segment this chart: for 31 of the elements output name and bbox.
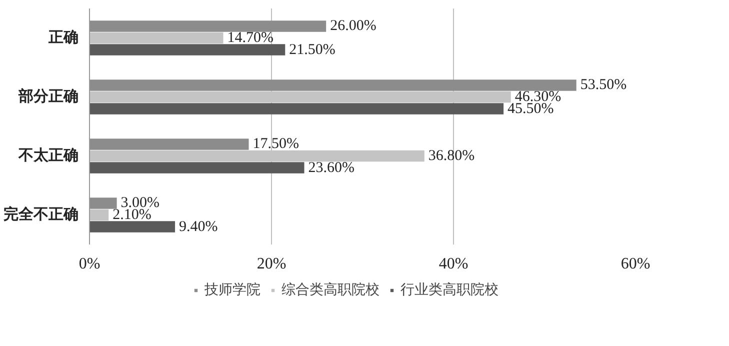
data-label: 14.70%	[227, 30, 274, 46]
y-tick-label: 部分正确	[18, 87, 78, 105]
data-label: 26.00%	[330, 18, 376, 34]
data-label: 2.10%	[112, 207, 152, 223]
bar	[90, 32, 224, 44]
data-label: 23.60%	[308, 160, 355, 176]
y-tick-label: 不太正确	[18, 147, 78, 164]
x-tick-label: 20%	[256, 256, 286, 272]
data-label: 9.40%	[179, 218, 218, 235]
bar	[90, 221, 176, 232]
bar	[90, 80, 576, 91]
data-label: 21.50%	[289, 42, 336, 58]
bar	[90, 198, 117, 209]
bar	[90, 20, 326, 32]
bar	[90, 44, 286, 56]
legend-label: 综合类高职院校	[282, 281, 380, 299]
legend-label: 技师学院	[204, 281, 260, 299]
bar	[90, 162, 304, 174]
data-label: 45.50%	[508, 100, 554, 117]
legend-label: 行业类高职院校	[400, 281, 498, 299]
x-tick-label: 0%	[78, 256, 100, 272]
x-tick-label: 60%	[620, 256, 650, 272]
data-label: 17.50%	[252, 136, 299, 152]
bar	[90, 209, 109, 221]
y-tick-label: 正确	[48, 29, 78, 46]
y-tick-label: 完全不正确	[4, 205, 78, 223]
x-tick-label: 40%	[438, 256, 468, 272]
data-label: 36.80%	[428, 148, 475, 164]
bar	[90, 103, 504, 114]
data-label: 53.50%	[580, 77, 627, 94]
bar	[90, 138, 249, 150]
